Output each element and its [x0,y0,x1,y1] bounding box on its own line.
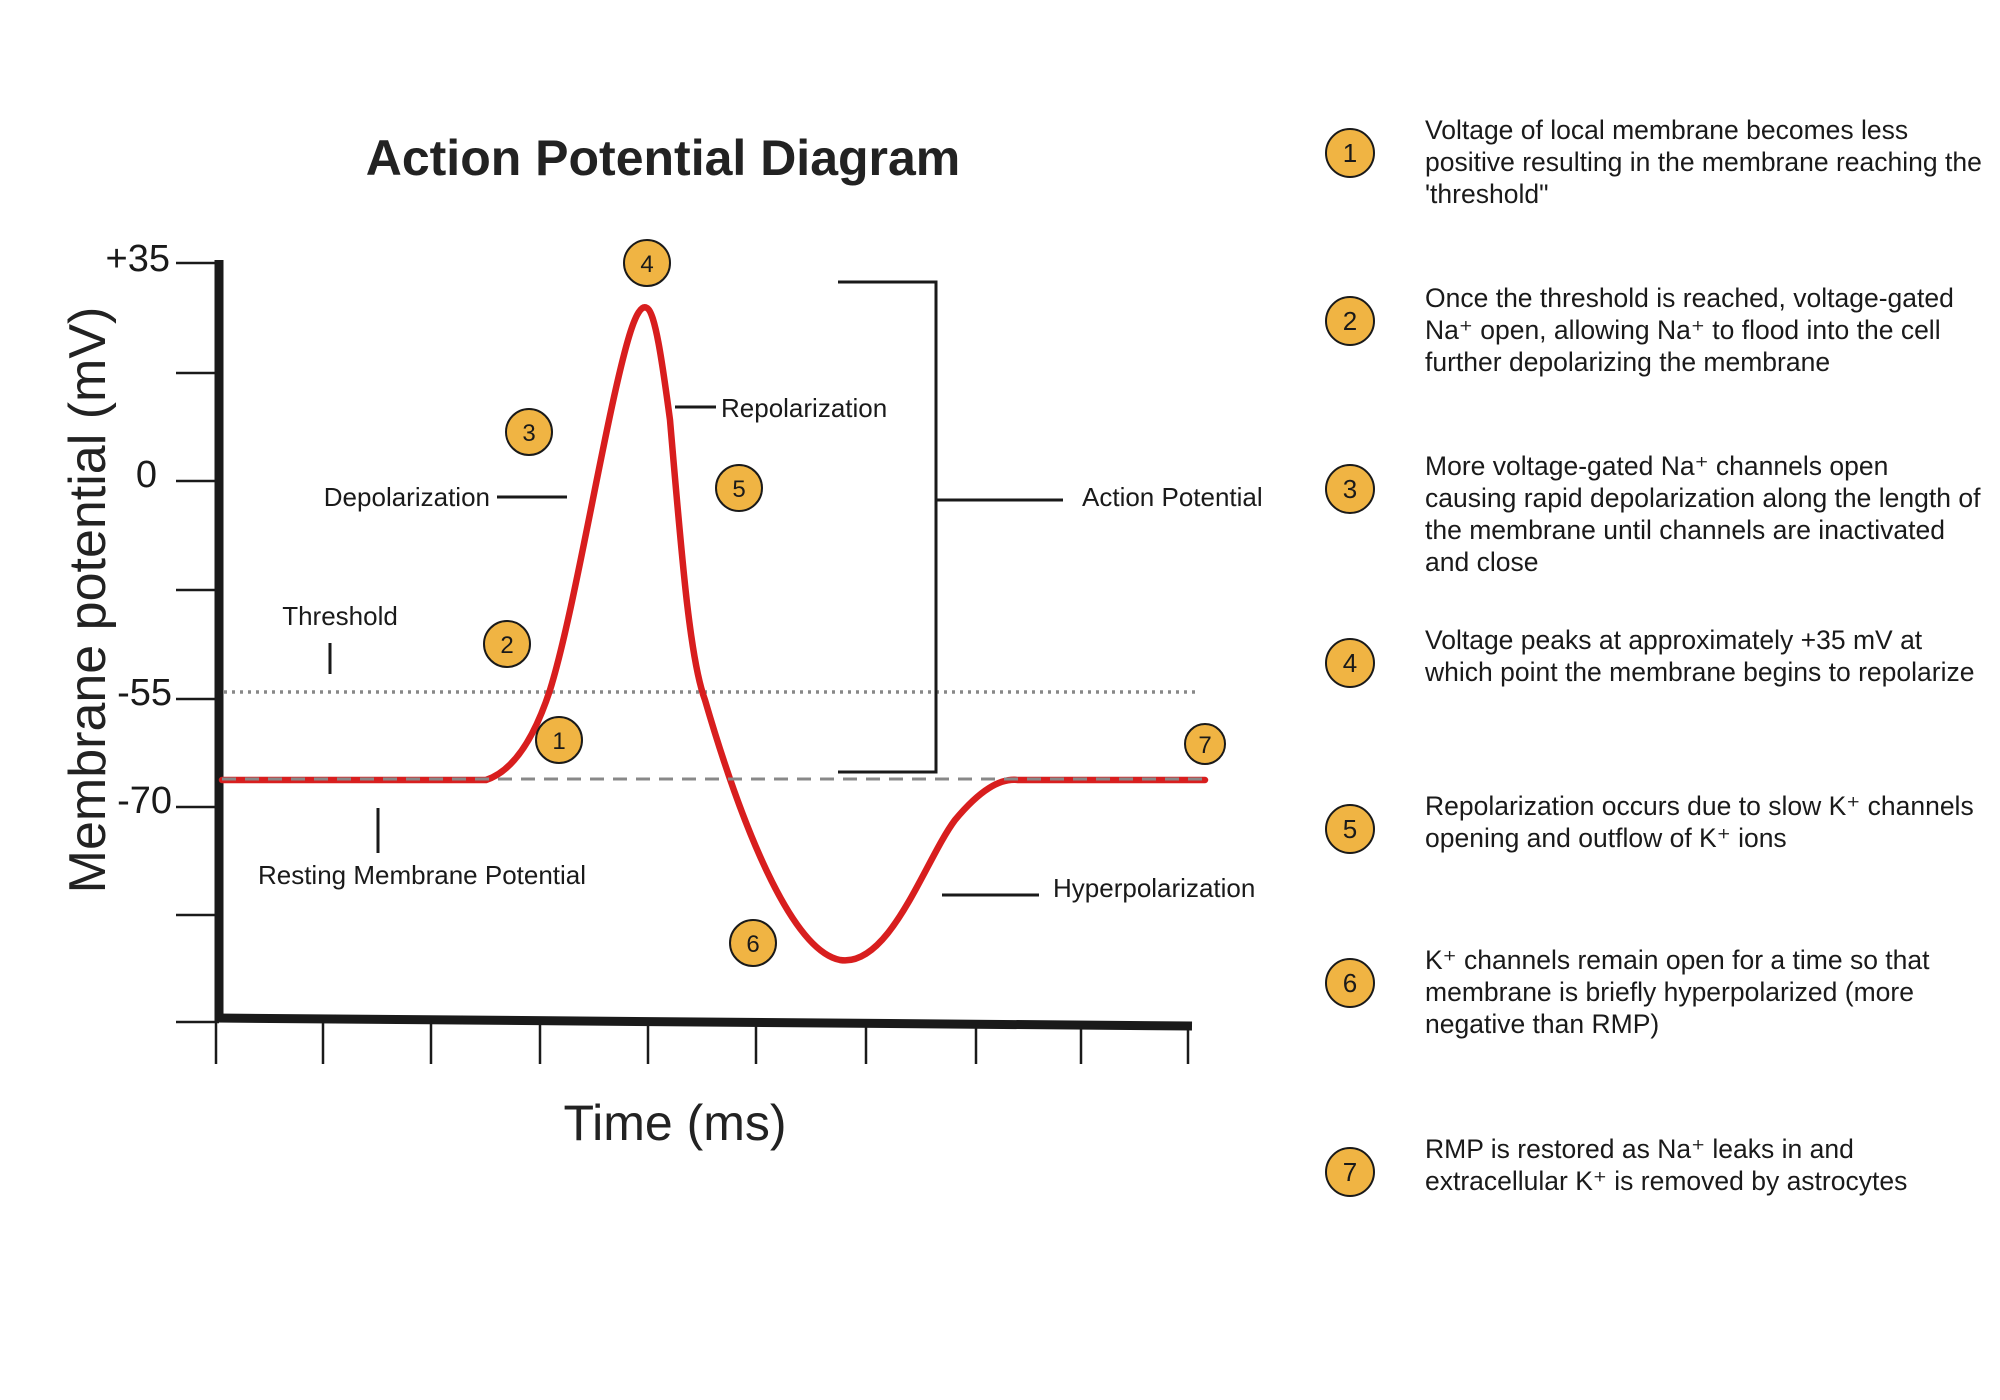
x-axis-line [214,1013,1193,1031]
marker-circle [505,408,553,456]
legend-badge: 2 [1325,296,1375,346]
depolarization-label: Depolarization [324,482,490,512]
graph-markers: 1 2 3 4 5 6 7 [483,239,1226,967]
y-axis-ticks [176,261,219,1024]
marker-circle [483,620,531,668]
marker-number: 6 [746,931,759,958]
legend-badge: 3 [1325,464,1375,514]
marker-circle [715,464,763,512]
marker-3: 3 [505,408,553,456]
y-tick-label: -55 [117,672,172,714]
legend-text: RMP is restored as Na⁺ leaks in and extr… [1425,1134,1908,1196]
y-tick-label: -70 [117,780,172,822]
marker-number: 5 [732,476,745,503]
legend-text: K⁺ channels remain open for a time so th… [1425,945,1930,1039]
legend-badge: 7 [1325,1147,1375,1197]
hyperpolarization-label: Hyperpolarization [1053,873,1255,903]
legend-badge: 6 [1325,958,1375,1008]
legend-badge: 5 [1325,804,1375,854]
legend-badge: 1 [1325,128,1375,178]
y-tick-label: +35 [106,238,170,280]
legend-text: Voltage of local membrane becomes less p… [1425,115,1982,209]
marker-1: 1 [535,716,583,764]
legend-text: More voltage-gated Na⁺ channels open cau… [1425,451,1981,577]
legend-text: Once the threshold is reached, voltage-g… [1425,283,1954,377]
y-axis-label: Membrane potential (mV) [59,307,117,894]
x-axis-ticks [214,1022,1190,1064]
action-potential-label: Action Potential [1082,482,1263,512]
diagram-title: Action Potential Diagram [366,130,961,186]
marker-6: 6 [729,919,777,967]
marker-number: 4 [640,251,653,278]
marker-number: 2 [500,632,513,659]
repolarization-label: Repolarization [721,393,887,423]
marker-circle [729,919,777,967]
legend-text: Repolarization occurs due to slow K⁺ cha… [1425,791,1974,853]
legend-text: Voltage peaks at approximately +35 mV at… [1425,625,1975,687]
marker-2: 2 [483,620,531,668]
legend-badge: 4 [1325,638,1375,688]
marker-circle [623,239,671,287]
x-axis-label: Time (ms) [563,1095,786,1151]
marker-number: 7 [1198,732,1211,759]
marker-5: 5 [715,464,763,512]
action-potential-bracket [838,280,938,774]
marker-number: 1 [552,728,565,755]
marker-number: 3 [522,420,535,447]
threshold-label: Threshold [282,601,398,631]
marker-7: 7 [1184,723,1226,765]
marker-circle [1184,723,1226,765]
action-potential-curve [218,304,1209,964]
resting-potential-label: Resting Membrane Potential [258,860,586,890]
marker-circle [535,716,583,764]
y-tick-label: 0 [136,454,157,496]
marker-4: 4 [623,239,671,287]
annotation-lines [328,280,1063,897]
